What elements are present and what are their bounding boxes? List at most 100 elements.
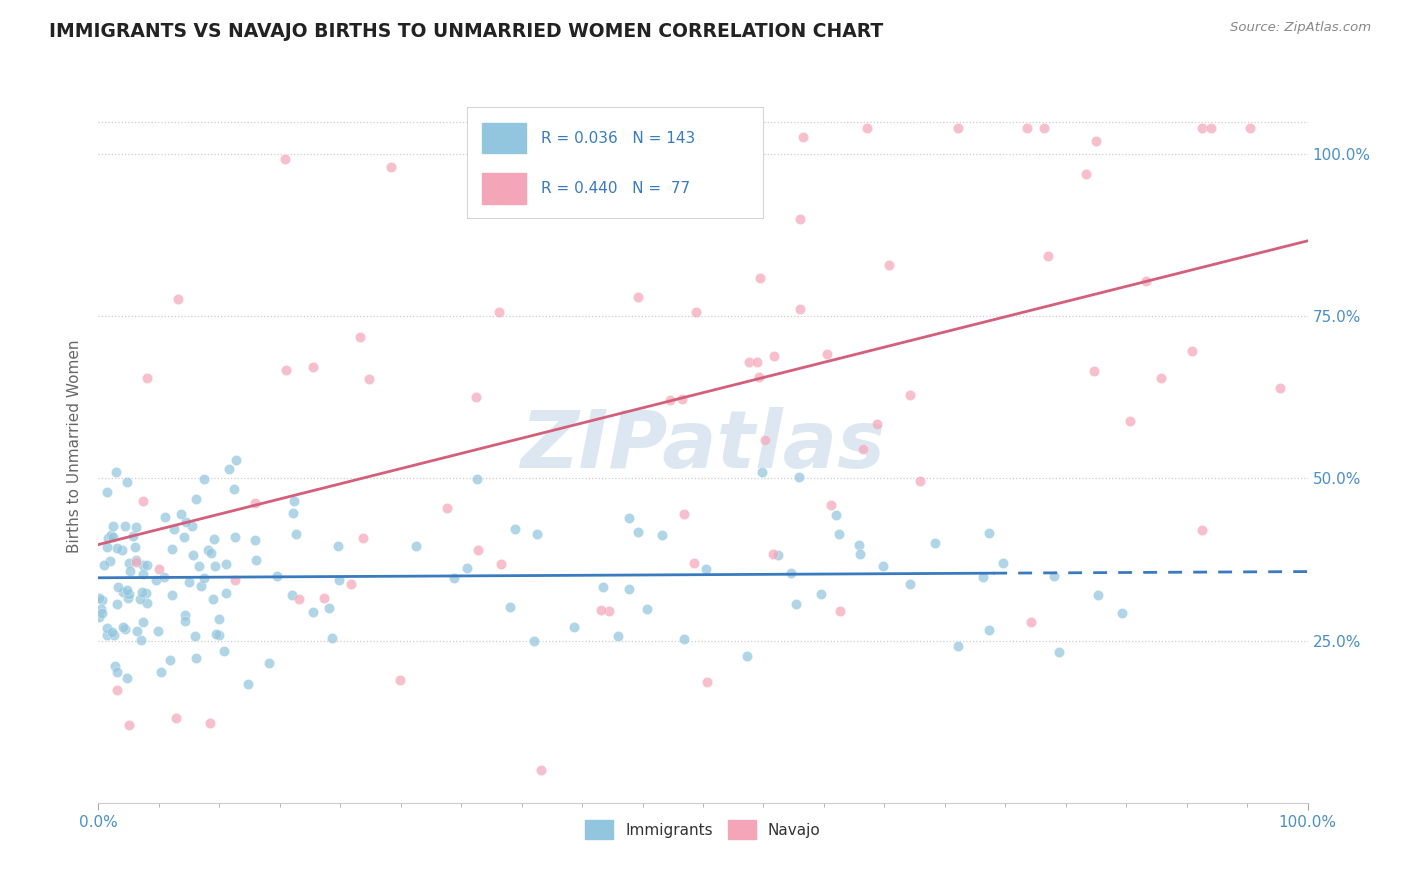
- Point: [852, 442, 875, 456]
- Point: [186, 492, 208, 507]
- Point: [98, 554, 121, 568]
- Point: [257, 656, 280, 670]
- Point: [810, 587, 832, 601]
- Point: [115, 671, 138, 685]
- Point: [117, 591, 139, 605]
- Point: [614, 188, 637, 202]
- Point: [606, 629, 628, 643]
- Point: [405, 539, 427, 553]
- Text: ZIPatlas: ZIPatlas: [520, 407, 886, 485]
- Point: [122, 529, 145, 543]
- Point: [281, 588, 304, 602]
- Point: [173, 530, 195, 544]
- Point: [148, 562, 170, 576]
- Point: [828, 526, 851, 541]
- Point: [1150, 371, 1173, 385]
- Point: [617, 511, 640, 525]
- Point: [792, 130, 814, 145]
- Point: [1015, 121, 1038, 136]
- Point: [872, 559, 894, 574]
- Point: [526, 527, 548, 541]
- Point: [314, 591, 336, 606]
- Point: [499, 599, 522, 614]
- Point: [238, 677, 260, 691]
- Point: [181, 548, 204, 562]
- Point: [93, 558, 115, 572]
- Point: [152, 570, 174, 584]
- Point: [780, 566, 803, 580]
- Y-axis label: Births to Unmarried Women: Births to Unmarried Women: [67, 339, 83, 553]
- Point: [107, 580, 129, 594]
- Point: [651, 528, 673, 542]
- Point: [1191, 523, 1213, 537]
- Point: [598, 604, 620, 618]
- Point: [977, 624, 1000, 638]
- Point: [132, 558, 155, 573]
- Point: [456, 561, 478, 575]
- Point: [288, 591, 311, 606]
- Point: [589, 603, 612, 617]
- Point: [1083, 364, 1105, 378]
- Point: [789, 211, 811, 226]
- Point: [747, 370, 769, 384]
- Point: [114, 519, 136, 533]
- Point: [877, 259, 900, 273]
- Point: [848, 538, 870, 552]
- Point: [436, 501, 458, 516]
- Point: [96, 540, 118, 554]
- Point: [91, 606, 114, 620]
- Point: [225, 453, 247, 467]
- Point: [214, 586, 236, 600]
- Point: [491, 557, 513, 571]
- Point: [167, 292, 190, 306]
- Point: [198, 716, 221, 731]
- Point: [1239, 121, 1261, 136]
- Text: Source: ZipAtlas.com: Source: ZipAtlas.com: [1230, 21, 1371, 34]
- Point: [673, 507, 696, 521]
- Point: [352, 531, 374, 545]
- Point: [118, 565, 141, 579]
- Point: [340, 577, 363, 591]
- Point: [104, 466, 127, 480]
- Point: [1118, 414, 1140, 428]
- Point: [118, 587, 141, 601]
- Point: [218, 462, 240, 476]
- Point: [1268, 381, 1291, 395]
- Point: [136, 596, 159, 610]
- Point: [464, 390, 486, 404]
- Point: [110, 543, 132, 558]
- Point: [785, 597, 807, 611]
- Point: [135, 558, 157, 573]
- Point: [321, 631, 343, 645]
- Point: [245, 553, 267, 567]
- Point: [103, 530, 125, 544]
- Point: [202, 533, 225, 547]
- Point: [1087, 588, 1109, 602]
- Point: [745, 355, 768, 369]
- Point: [97, 532, 120, 546]
- Point: [159, 653, 181, 667]
- Point: [761, 547, 783, 561]
- Point: [1181, 344, 1204, 359]
- Point: [150, 665, 173, 680]
- Point: [1191, 121, 1213, 136]
- Point: [105, 541, 128, 556]
- Point: [124, 540, 146, 554]
- Point: [160, 542, 183, 557]
- Point: [855, 121, 877, 136]
- Point: [104, 659, 127, 673]
- Point: [117, 583, 139, 598]
- Point: [125, 553, 148, 567]
- Point: [948, 639, 970, 653]
- Point: [173, 614, 195, 628]
- Point: [132, 494, 155, 508]
- Point: [898, 388, 921, 402]
- Point: [274, 362, 297, 376]
- Point: [131, 585, 153, 599]
- Point: [101, 519, 124, 533]
- Point: [200, 545, 222, 559]
- Point: [117, 475, 139, 489]
- Point: [181, 518, 204, 533]
- Point: [155, 509, 177, 524]
- Point: [1033, 121, 1056, 136]
